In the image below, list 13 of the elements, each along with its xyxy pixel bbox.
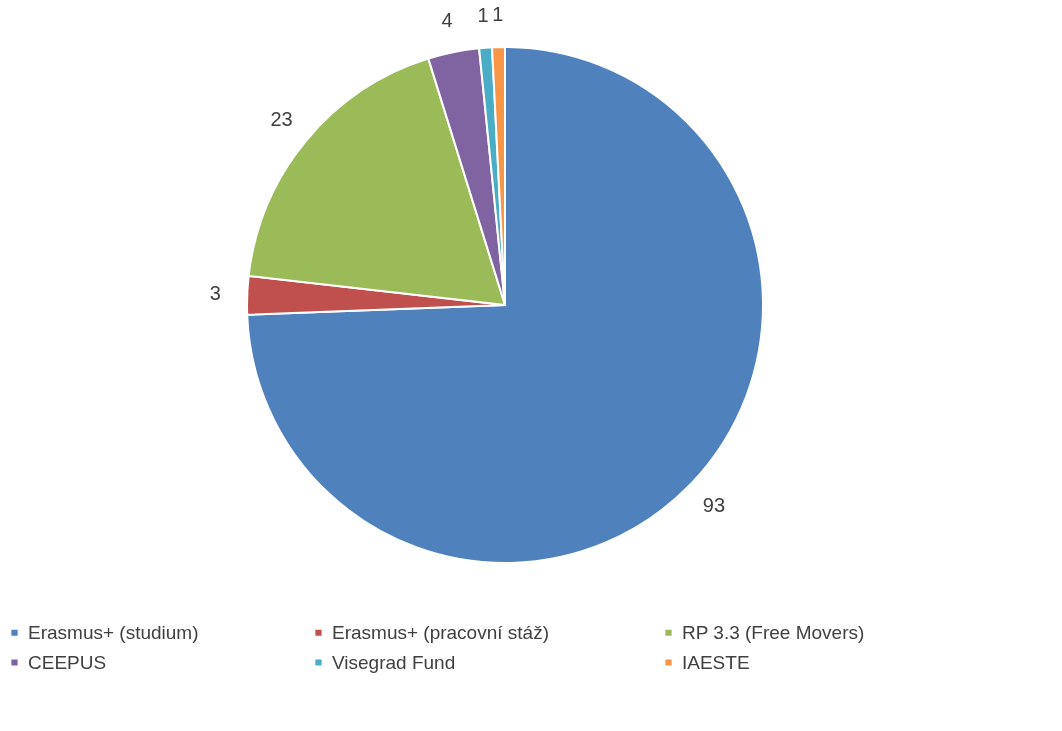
legend-label: RP 3.3 (Free Movers) [682, 621, 865, 643]
data-label: 23 [270, 108, 293, 131]
data-label: 4 [441, 8, 453, 31]
data-label: 93 [702, 494, 726, 517]
legend-label: Erasmus+ (pracovní stáž) [332, 621, 549, 643]
data-label: 1 [492, 3, 504, 26]
legend-label: Visegrad Fund [332, 651, 456, 673]
legend-label: Erasmus+ (studium) [28, 621, 199, 643]
legend-label: IAESTE [682, 651, 750, 673]
legend-label: CEEPUS [28, 651, 107, 673]
pie-slice [246, 46, 764, 564]
data-label: 3 [209, 282, 221, 305]
data-label: 1 [477, 3, 489, 26]
